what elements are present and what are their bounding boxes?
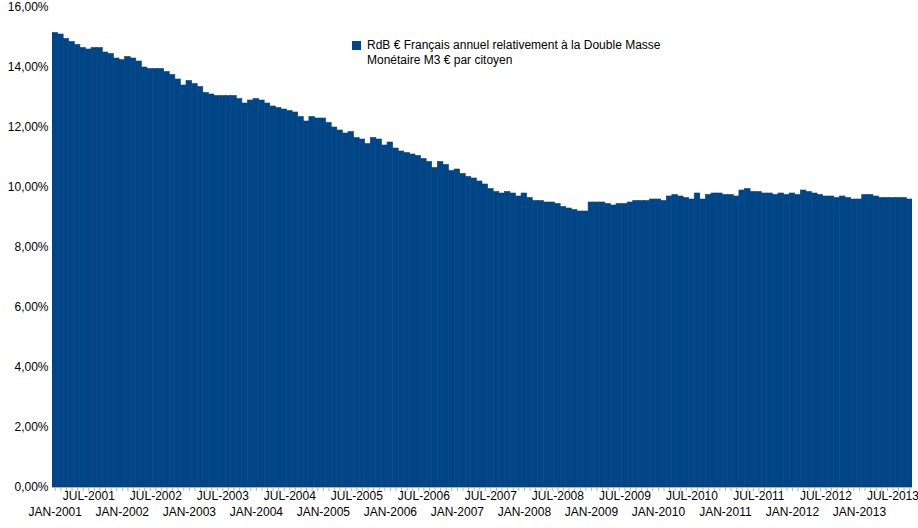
svg-text:8,00%: 8,00% [14, 240, 48, 254]
svg-text:JAN-2013: JAN-2013 [833, 505, 887, 519]
svg-text:JAN-2004: JAN-2004 [230, 505, 284, 519]
svg-text:JAN-2002: JAN-2002 [96, 505, 150, 519]
svg-text:12,00%: 12,00% [8, 120, 49, 134]
svg-text:JAN-2009: JAN-2009 [565, 505, 619, 519]
svg-text:JAN-2001: JAN-2001 [29, 505, 83, 519]
svg-text:JUL-2013: JUL-2013 [867, 489, 918, 503]
svg-text:JUL-2004: JUL-2004 [264, 489, 316, 503]
svg-text:JUL-2007: JUL-2007 [465, 489, 517, 503]
svg-text:JUL-2008: JUL-2008 [532, 489, 584, 503]
svg-text:2,00%: 2,00% [14, 420, 48, 434]
svg-text:JAN-2010: JAN-2010 [632, 505, 686, 519]
svg-text:JAN-2006: JAN-2006 [364, 505, 418, 519]
svg-text:JUL-2009: JUL-2009 [599, 489, 651, 503]
svg-text:JAN-2011: JAN-2011 [699, 505, 752, 519]
svg-text:JAN-2003: JAN-2003 [163, 505, 217, 519]
svg-text:6,00%: 6,00% [14, 300, 48, 314]
svg-text:JAN-2012: JAN-2012 [766, 505, 820, 519]
svg-text:JUL-2012: JUL-2012 [800, 489, 852, 503]
svg-text:14,00%: 14,00% [8, 60, 49, 74]
svg-text:JUL-2003: JUL-2003 [197, 489, 249, 503]
html-text:RdB € Français annuel relative: RdB € Français annuel relativement à la … [367, 38, 661, 67]
svg-text:JAN-2005: JAN-2005 [297, 505, 351, 519]
svg-text:0,00%: 0,00% [14, 480, 48, 494]
svg-text:10,00%: 10,00% [8, 180, 49, 194]
svg-text:4,00%: 4,00% [14, 360, 48, 374]
svg-text:JAN-2008: JAN-2008 [498, 505, 552, 519]
svg-text:16,00%: 16,00% [8, 0, 49, 14]
svg-text:JAN-2007: JAN-2007 [431, 505, 485, 519]
svg-text:JUL-2011: JUL-2011 [733, 489, 784, 503]
svg-text:JUL-2005: JUL-2005 [331, 489, 383, 503]
svg-text:JUL-2010: JUL-2010 [666, 489, 718, 503]
svg-text:JUL-2006: JUL-2006 [398, 489, 450, 503]
svg-text:JUL-2001: JUL-2001 [63, 489, 115, 503]
svg-text:JUL-2002: JUL-2002 [130, 489, 182, 503]
